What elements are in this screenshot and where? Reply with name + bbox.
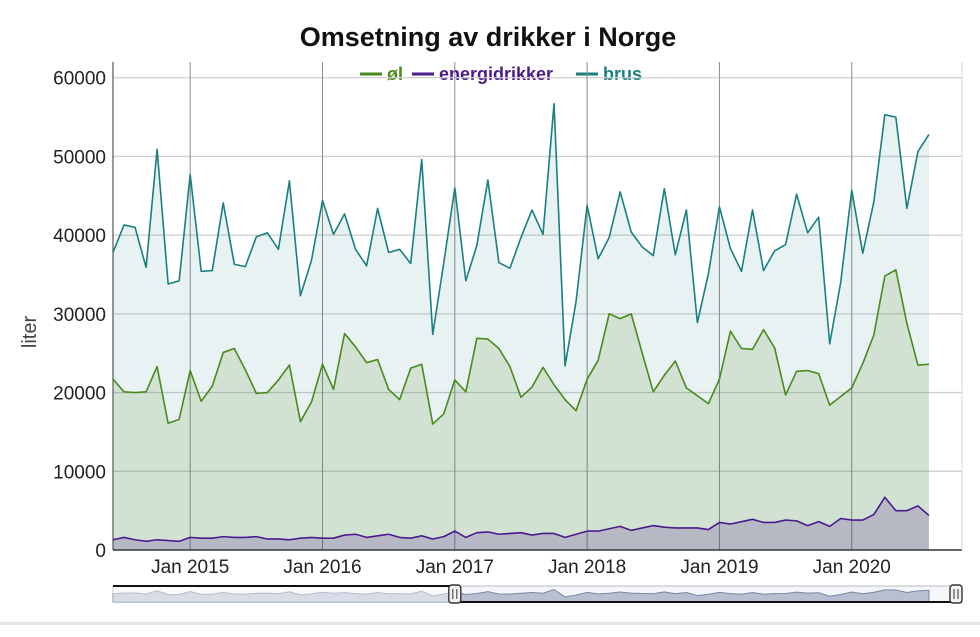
x-tick-label: Jan 2017 <box>416 557 494 578</box>
area-energidrikker <box>113 497 929 550</box>
legend[interactable]: øl energidrikker brus <box>360 64 642 84</box>
y-tick-label: 10000 <box>53 462 106 483</box>
x-tick-label: Jan 2020 <box>813 557 891 578</box>
x-axis: Jan 2015 Jan 2016 Jan 2017 Jan 2018 Jan 2019… <box>151 557 891 578</box>
range-navigator[interactable] <box>112 584 963 604</box>
line-layer <box>112 102 930 543</box>
y-axis-label: liter <box>19 316 41 349</box>
y-tick-label: 60000 <box>53 69 106 90</box>
navigator-unselected <box>113 586 455 602</box>
series-line-ol <box>112 268 929 425</box>
chart-title: Omsetning av drikker i Norge <box>300 22 677 52</box>
legend-item[interactable]: øl <box>360 64 403 84</box>
x-tick-label: Jan 2016 <box>283 557 361 578</box>
y-axis: 0 10000 20000 30000 40000 50000 60000 <box>53 69 106 562</box>
legend-item[interactable]: brus <box>576 64 642 84</box>
y-tick-label: 20000 <box>53 384 106 405</box>
series-line-brus <box>112 102 930 367</box>
legend-label: energidrikker <box>439 64 553 84</box>
y-tick-label: 40000 <box>53 226 106 247</box>
area-brus <box>113 103 929 550</box>
x-tick-label: Jan 2015 <box>151 557 229 578</box>
handle-body[interactable] <box>448 584 462 604</box>
legend-label: øl <box>387 64 403 84</box>
x-tick-label: Jan 2019 <box>680 557 758 578</box>
legend-label: brus <box>603 64 642 84</box>
navigator-handle-left[interactable] <box>448 584 462 604</box>
handle-body[interactable] <box>949 584 963 604</box>
y-tick-label: 50000 <box>53 147 106 168</box>
navigator-handle-right[interactable] <box>949 584 963 604</box>
legend-item[interactable]: energidrikker <box>412 64 553 84</box>
y-tick-label: 0 <box>95 541 106 562</box>
navigator-series <box>112 589 930 603</box>
y-tick-label: 30000 <box>53 305 106 326</box>
x-tick-label: Jan 2018 <box>548 557 626 578</box>
grid <box>112 62 963 551</box>
bottom-divider <box>0 622 980 625</box>
area-ol <box>113 269 929 550</box>
area-layer <box>113 103 929 550</box>
series-line-energidrikker <box>112 496 930 543</box>
